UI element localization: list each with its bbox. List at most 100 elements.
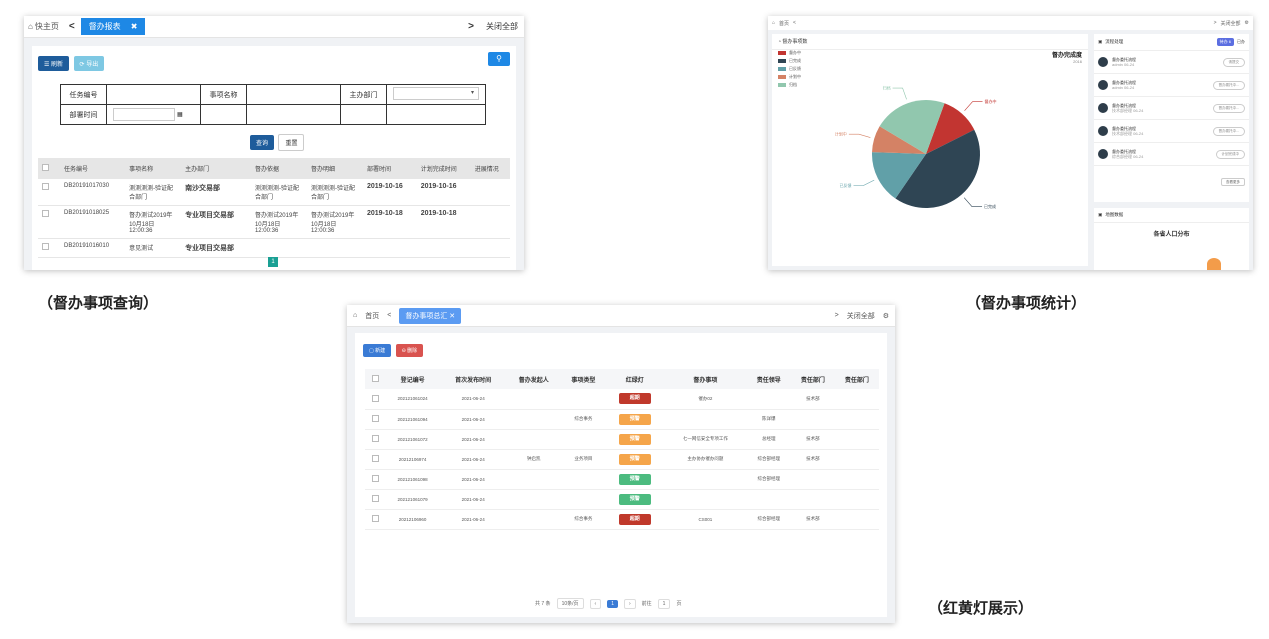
delete-button[interactable]: ⊖ 删除 <box>395 344 424 357</box>
flow-action-button[interactable]: 请提交 <box>1222 57 1245 67</box>
table-row[interactable]: 202121061094 2021-06-24 综合事务 预警 陈详爆 <box>365 409 879 430</box>
row-checkbox[interactable] <box>371 394 379 402</box>
chart-subtitle: 2016 <box>1073 59 1082 64</box>
row-checkbox[interactable] <box>371 435 379 442</box>
cell-basis <box>250 238 307 258</box>
map-shape <box>1207 258 1221 270</box>
gear-icon[interactable]: ⚙ <box>882 312 889 320</box>
row-checkbox[interactable] <box>371 515 379 522</box>
column-header: 事项名称 <box>125 158 182 179</box>
flow-action-button[interactable]: 计划完成中 <box>1215 149 1245 159</box>
table-row[interactable]: 202121061024 2021-06-24 超期 催办02 技术部 <box>365 389 879 410</box>
table-row[interactable]: DB20191016010 意见测试 专业项目交易部 <box>38 238 510 258</box>
reset-button[interactable]: 重置 <box>278 134 305 151</box>
flow-action-button[interactable]: 督办委托中... <box>1212 103 1245 113</box>
page-number[interactable]: 1 <box>607 599 618 608</box>
export-button[interactable]: ⟳ 导出 <box>73 56 105 71</box>
pie-slice[interactable] <box>895 129 980 208</box>
page-number[interactable]: 1 <box>268 257 278 267</box>
tab-prev-button[interactable]: < <box>68 21 75 32</box>
close-all-button[interactable]: 关闭全部 <box>486 22 518 31</box>
row-checkbox[interactable] <box>42 183 49 190</box>
home-icon[interactable]: ⌂ <box>772 20 776 26</box>
row-checkbox[interactable] <box>42 243 49 250</box>
cell-item <box>664 489 747 510</box>
home-tab[interactable]: 首页 <box>365 312 380 320</box>
task-no-input[interactable] <box>106 84 201 105</box>
list-item[interactable]: 督办委托流程 admin 06-24 请提交 <box>1094 51 1249 74</box>
cell-dept: 专业项目交易部 <box>181 205 251 239</box>
table-row[interactable]: DB20191018025 督办测试2019年10月18日12:00:36 专业… <box>38 205 510 239</box>
item-name-input[interactable] <box>246 84 341 105</box>
deploy-time-input[interactable] <box>113 108 175 121</box>
cell-item-name: 意见测试 <box>125 238 182 258</box>
table-row[interactable]: 202121061079 2021-06-24 预警 <box>365 489 879 510</box>
gear-icon[interactable]: ⚙ <box>1244 20 1249 26</box>
list-item[interactable]: 督办委托流程 技术部经理 06-24 督办委托中... <box>1094 97 1249 120</box>
pie-slice[interactable] <box>872 152 926 199</box>
table-row[interactable]: 202121061072 2021-06-24 预警 七一网信安全专项工作 总经理 技术部 <box>365 429 879 450</box>
flow-action-button[interactable]: 督办委托中... <box>1212 126 1245 136</box>
next-page-button[interactable]: › <box>623 598 636 609</box>
list-item[interactable]: 督办委托流程 技术部经理 06-24 督办委托中... <box>1094 120 1249 143</box>
tab-supervision-summary[interactable]: 督办事项总汇 ✕ <box>399 307 462 324</box>
tab-next-button[interactable]: > <box>834 312 839 319</box>
cell-publish-time: 2021-06-24 <box>440 489 507 510</box>
legend-entry[interactable]: 已完成 <box>778 58 801 64</box>
tab-bar: ⌂ 首页 < 督办事项总汇 ✕ > 关闭全部 ⚙ <box>347 305 895 327</box>
tab-done[interactable]: 已办 <box>1237 39 1245 44</box>
home-icon: ⌂ <box>28 22 33 31</box>
legend-entry[interactable]: 已反馈 <box>778 66 801 72</box>
row-checkbox[interactable] <box>371 475 379 482</box>
prev-page-button[interactable]: ‹ <box>589 598 602 609</box>
row-checkbox[interactable] <box>42 210 49 217</box>
query-button[interactable]: 查询 <box>250 135 275 150</box>
table-row[interactable]: DB20191017030 测测测测-验证配合部门 南沙交易部 测测测测-验证配… <box>38 179 510 206</box>
pie-slice[interactable] <box>879 100 945 154</box>
close-all-button[interactable]: 关闭全部 <box>1220 20 1241 27</box>
tab-bar: ⌂ 首页 < > 关闭全部 ⚙ <box>768 16 1253 30</box>
pie-slice[interactable] <box>926 103 975 154</box>
column-header: 督办发起人 <box>506 369 562 389</box>
refresh-button[interactable]: ☰ 刷新 <box>38 56 70 71</box>
tab-prev-button[interactable]: < <box>793 20 796 26</box>
dept-select[interactable] <box>393 87 479 100</box>
close-icon[interactable]: ✖ <box>130 22 138 31</box>
row-checkbox[interactable] <box>371 415 379 422</box>
list-item[interactable]: 督办委托流程 综合部经理 06-24 计划完成中 <box>1094 143 1249 166</box>
close-all-button[interactable]: 关闭全部 <box>846 312 875 320</box>
legend-entry[interactable]: 督办中 <box>778 50 801 56</box>
page-size-select[interactable]: 10条/页 <box>556 598 584 609</box>
legend-entry[interactable]: 计划中 <box>778 74 801 80</box>
tab-supervision-report[interactable]: 督办报表 ✖ <box>80 18 146 35</box>
tab-prev-button[interactable]: < <box>387 312 392 319</box>
search-icon[interactable]: ⚲ <box>488 52 510 66</box>
row-checkbox[interactable] <box>371 455 379 462</box>
table-row[interactable]: 20212106960 2021-06-24 综合事务 超期 CS001 综合部经理 技术部 <box>365 509 879 530</box>
select-all-checkbox[interactable] <box>371 374 379 382</box>
new-button[interactable]: ▢ 新建 <box>363 344 392 357</box>
table-row[interactable]: 202121061098 2021-06-24 预警 综合部经理 <box>365 469 879 490</box>
list-item[interactable]: 督办委托流程 admin 06-24 督办委托中... <box>1094 74 1249 97</box>
pie-slice[interactable] <box>872 126 926 154</box>
cell-reg-no: 202121061024 <box>385 389 441 410</box>
column-header: 计划完成时间 <box>416 158 471 179</box>
legend-entry[interactable]: 归档 <box>778 82 801 88</box>
task-table: 任务编号 事项名称 主办部门 督办依据 督办明细 部署时间 计划完成时间 进展情… <box>38 158 510 258</box>
cell-progress <box>470 238 510 258</box>
tab-next-button[interactable]: > <box>468 21 474 32</box>
view-more-button[interactable]: 查看更多 <box>1221 178 1245 186</box>
select-all-checkbox[interactable] <box>42 164 49 171</box>
row-checkbox[interactable] <box>371 495 379 502</box>
cell-leader: 综合部经理 <box>746 449 791 470</box>
home-tab[interactable]: 首页 <box>779 20 790 27</box>
tab-todo[interactable]: 待办 6 <box>1216 38 1234 46</box>
table-row[interactable]: 20212106974 2021-06-24 钟启凯 业务项目 预警 主办协办催办问题 综合… <box>365 449 879 470</box>
cell-reg-no: 202121061072 <box>385 429 441 450</box>
home-tab[interactable]: ⌂ 快主页 <box>28 22 59 31</box>
home-icon[interactable]: ⌂ <box>353 312 358 319</box>
flow-action-button[interactable]: 督办委托中... <box>1212 80 1245 90</box>
calendar-icon[interactable]: ▦ <box>177 112 183 119</box>
goto-input[interactable]: 1 <box>657 598 671 609</box>
tab-next-button[interactable]: > <box>1213 20 1217 26</box>
